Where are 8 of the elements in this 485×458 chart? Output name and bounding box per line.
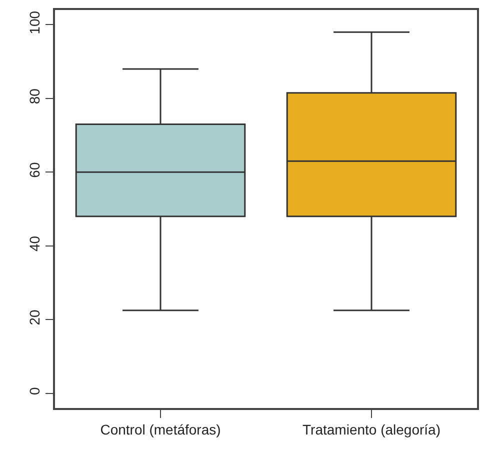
y-tick-label: 40 [26, 236, 43, 252]
x-tick-label: Control (metáforas) [100, 422, 221, 438]
y-tick-label: 100 [26, 10, 43, 34]
y-tick-label: 20 [26, 309, 43, 326]
x-tick-label: Tratamiento (alegoría) [302, 422, 440, 438]
y-tick-label: 80 [26, 88, 43, 104]
y-tick-label: 60 [26, 162, 43, 178]
y-tick-label: 0 [26, 387, 43, 396]
